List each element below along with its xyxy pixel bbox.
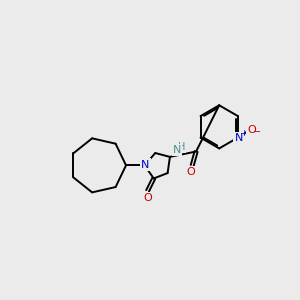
Text: N: N bbox=[235, 133, 243, 142]
Text: H: H bbox=[178, 142, 185, 152]
Text: O: O bbox=[248, 125, 256, 135]
Text: N: N bbox=[141, 160, 149, 170]
Text: +: + bbox=[240, 129, 247, 138]
Text: O: O bbox=[186, 167, 195, 177]
Text: O: O bbox=[143, 193, 152, 203]
Text: −: − bbox=[253, 127, 261, 137]
Text: N: N bbox=[173, 145, 181, 155]
